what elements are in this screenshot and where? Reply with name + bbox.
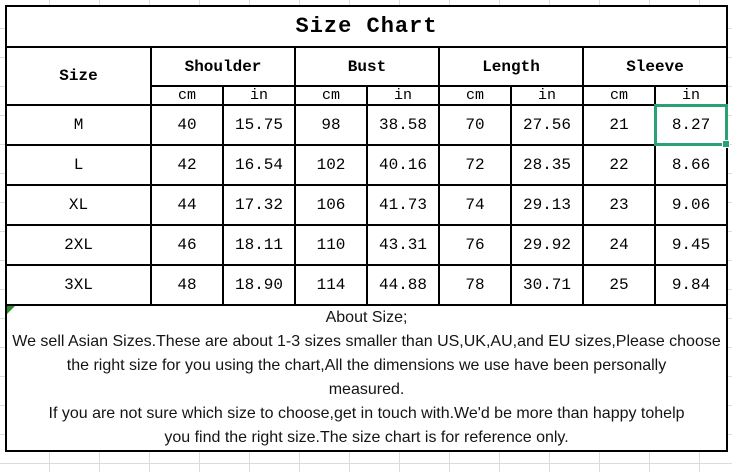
size-label: M <box>5 104 152 146</box>
size-label: XL <box>5 184 152 226</box>
about-line: the right size for you using the chart,A… <box>66 357 667 374</box>
column-header-length: Length <box>438 46 584 87</box>
cell-value: 110 <box>294 224 368 266</box>
cell-value: 9.45 <box>653 224 729 266</box>
unit-header-in: in <box>222 85 296 106</box>
table-row-m: M 40 15.75 98 38.58 70 27.56 21 8.27 <box>5 104 731 148</box>
cell-value: 43.31 <box>366 224 440 266</box>
about-line: measured. <box>328 381 405 398</box>
cell-value: 27.56 <box>510 104 584 146</box>
cell-value: 17.32 <box>222 184 296 226</box>
unit-header-cm: cm <box>294 85 368 106</box>
table-row-2xl: 2XL 46 18.11 110 43.31 76 29.92 24 9.45 <box>5 224 729 266</box>
unit-header-cm: cm <box>438 85 512 106</box>
cell-value: 98 <box>294 104 368 146</box>
cell-value: 40 <box>150 104 224 146</box>
unit-header-in: in <box>510 85 584 106</box>
cell-value: 30.71 <box>510 264 584 306</box>
about-line: We sell Asian Sizes.These are about 1-3 … <box>12 333 721 350</box>
cell-value: 25 <box>582 264 656 306</box>
unit-header-cm: cm <box>582 85 656 106</box>
cell-value: 15.75 <box>222 104 296 146</box>
unit-header-in: in <box>653 85 729 106</box>
cell-value: 40.16 <box>366 144 440 186</box>
size-chart-table: Size Chart Size Shoulder Bust Length Sle… <box>4 5 731 452</box>
cell-value: 44.88 <box>366 264 440 306</box>
table-row-xl: XL 44 17.32 106 41.73 74 29.13 23 9.06 <box>5 184 729 226</box>
cell-value: 48 <box>150 264 224 306</box>
cell-value: 41.73 <box>366 184 440 226</box>
cell-value: 74 <box>438 184 512 226</box>
cell-value: 9.06 <box>653 184 729 226</box>
unit-header-in: in <box>366 85 440 106</box>
cell-value: 23 <box>582 184 656 226</box>
column-header-size: Size <box>5 46 152 106</box>
cell-value: 42 <box>150 144 224 186</box>
table-row-l: L 42 16.54 102 40.16 72 28.35 22 8.66 <box>5 144 729 186</box>
about-line: If you are not sure which size to choose… <box>48 405 685 422</box>
size-label: L <box>5 144 152 186</box>
cell-value: 78 <box>438 264 512 306</box>
cell-value: 16.54 <box>222 144 296 186</box>
column-header-bust: Bust <box>294 46 440 87</box>
cell-value: 21 <box>582 104 656 146</box>
cell-value: 106 <box>294 184 368 226</box>
cell-value: 22 <box>582 144 656 186</box>
cell-value: 8.66 <box>653 144 729 186</box>
cell-value: 76 <box>438 224 512 266</box>
cell-value: 29.92 <box>510 224 584 266</box>
cell-value: 24 <box>582 224 656 266</box>
unit-header-cm: cm <box>150 85 224 106</box>
size-label: 2XL <box>5 224 152 266</box>
cell-value: 18.11 <box>222 224 296 266</box>
cell-value: 8.27 <box>671 116 711 134</box>
cell-value: 44 <box>150 184 224 226</box>
table-row-3xl: 3XL 48 18.90 114 44.88 78 30.71 25 9.84 <box>5 264 729 306</box>
about-size-note: About Size; We sell Asian Sizes.These ar… <box>4 304 729 452</box>
cell-value: 29.13 <box>510 184 584 226</box>
cell-value: 18.90 <box>222 264 296 306</box>
size-label: 3XL <box>5 264 152 306</box>
selected-cell: 8.27 <box>653 104 731 148</box>
cell-value: 70 <box>438 104 512 146</box>
cell-value: 114 <box>294 264 368 306</box>
cell-value: 9.84 <box>653 264 729 306</box>
about-line: About Size; <box>325 309 408 326</box>
column-header-sleeve: Sleeve <box>581 46 729 87</box>
error-indicator-triangle-icon <box>7 306 15 314</box>
page-title: Size Chart <box>4 5 729 48</box>
cell-value: 28.35 <box>510 144 584 186</box>
cell-value: 72 <box>438 144 512 186</box>
cell-value: 46 <box>150 224 224 266</box>
column-header-shoulder: Shoulder <box>150 46 296 87</box>
about-line: you find the right size.The size chart i… <box>164 429 569 446</box>
cell-value: 102 <box>294 144 368 186</box>
cell-value: 38.58 <box>366 104 440 146</box>
